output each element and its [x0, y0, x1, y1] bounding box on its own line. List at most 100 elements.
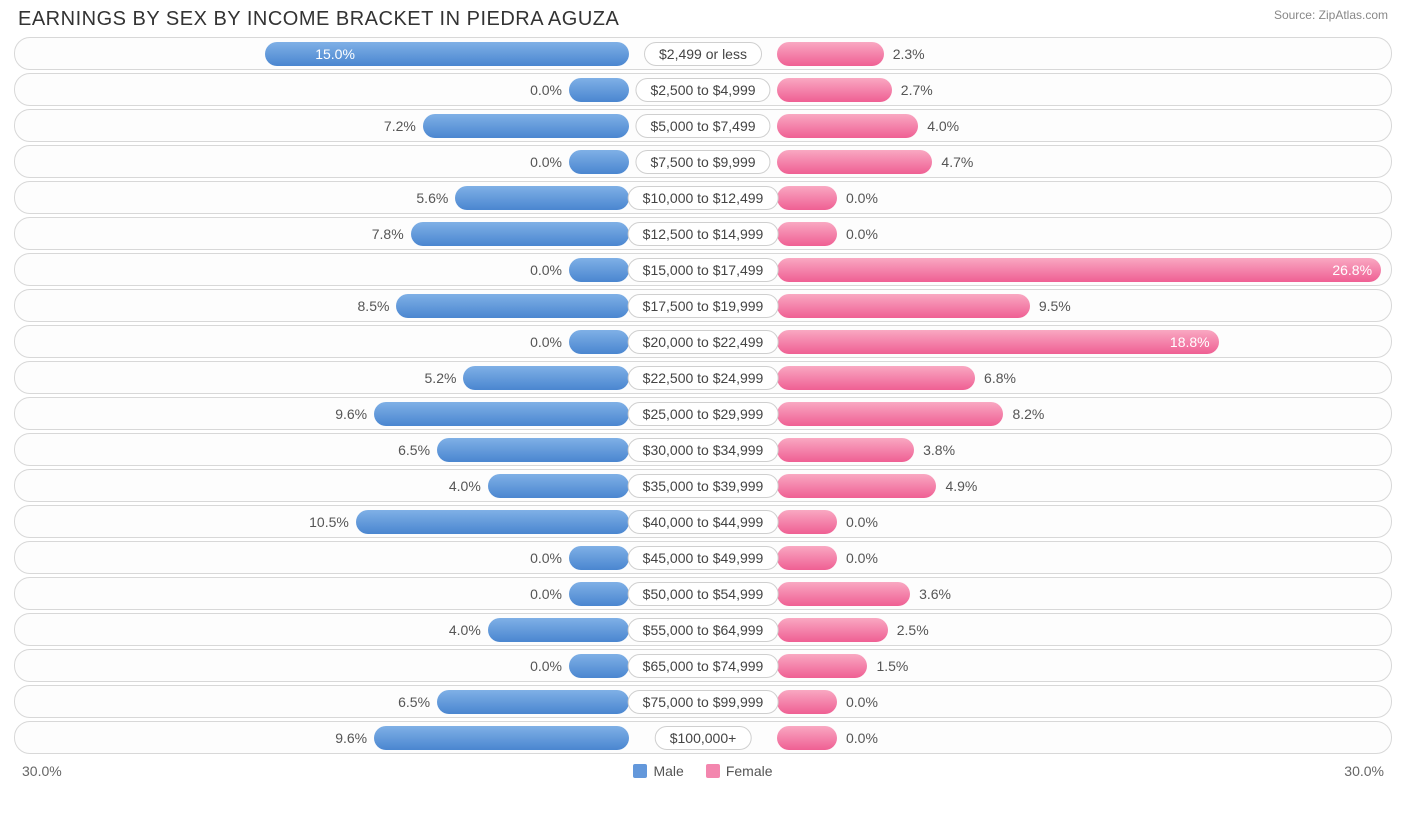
female-bar	[777, 474, 936, 498]
female-bar	[777, 690, 837, 714]
bracket-pill: $22,500 to $24,999	[628, 366, 779, 390]
male-bar	[569, 330, 629, 354]
male-value-label: 8.5%	[358, 298, 390, 314]
chart-row: $55,000 to $64,9994.0%2.5%	[14, 613, 1392, 646]
bracket-pill: $17,500 to $19,999	[628, 294, 779, 318]
female-value-label: 0.0%	[846, 730, 878, 746]
female-value-label: 2.3%	[893, 46, 925, 62]
chart-source: Source: ZipAtlas.com	[1274, 8, 1388, 22]
male-bar	[423, 114, 629, 138]
female-value-label: 1.5%	[876, 658, 908, 674]
male-value-label: 0.0%	[530, 262, 562, 278]
bracket-pill: $75,000 to $99,999	[628, 690, 779, 714]
female-value-label: 0.0%	[846, 190, 878, 206]
female-bar	[777, 186, 837, 210]
bracket-pill: $15,000 to $17,499	[628, 258, 779, 282]
chart-row: $10,000 to $12,499 5.6% 0.0%	[14, 181, 1392, 214]
legend-male: Male	[633, 763, 683, 779]
bracket-pill: $30,000 to $34,999	[628, 438, 779, 462]
bracket-pill: $65,000 to $74,999	[628, 654, 779, 678]
female-value-label: 0.0%	[846, 550, 878, 566]
male-swatch-icon	[633, 764, 647, 778]
male-bar	[437, 438, 629, 462]
male-value-label: 0.0%	[530, 550, 562, 566]
bracket-pill: $2,499 or less	[644, 42, 762, 66]
chart-footer: 30.0% Male Female 30.0%	[0, 757, 1406, 779]
female-value-label: 3.8%	[923, 442, 955, 458]
female-value-label: 0.0%	[846, 514, 878, 530]
male-value-label: 6.5%	[398, 694, 430, 710]
female-value-label: 8.2%	[1012, 406, 1044, 422]
male-value-label: 15.0%	[315, 46, 355, 62]
male-value-label: 7.2%	[384, 118, 416, 134]
female-bar	[777, 618, 888, 642]
bracket-pill: $2,500 to $4,999	[635, 78, 770, 102]
male-bar	[569, 150, 629, 174]
female-value-label: 9.5%	[1039, 298, 1071, 314]
female-value-label: 4.7%	[941, 154, 973, 170]
chart-row: $75,000 to $99,9996.5%0.0%	[14, 685, 1392, 718]
male-bar	[411, 222, 629, 246]
female-bar	[777, 222, 837, 246]
chart-body: $2,499 or less15.0%2.3%$2,500 to $4,9990…	[0, 37, 1406, 754]
bracket-pill: $50,000 to $54,999	[628, 582, 779, 606]
female-bar	[777, 438, 914, 462]
legend-female-label: Female	[726, 763, 773, 779]
female-bar	[777, 582, 910, 606]
female-value-label: 3.6%	[919, 586, 951, 602]
female-bar	[777, 546, 837, 570]
female-value-label: 0.0%	[846, 226, 878, 242]
chart-row: $2,499 or less 15.0% 2.3%	[14, 37, 1392, 70]
female-value-label: 18.8%	[1170, 334, 1210, 350]
male-bar	[569, 258, 629, 282]
male-bar	[569, 546, 629, 570]
male-bar	[569, 582, 629, 606]
male-value-label: 6.5%	[398, 442, 430, 458]
male-bar	[569, 654, 629, 678]
female-value-label: 6.8%	[984, 370, 1016, 386]
male-value-label: 0.0%	[530, 334, 562, 350]
chart-row: $12,500 to $14,9997.8%0.0%	[14, 217, 1392, 250]
chart-row: $15,000 to $17,499 0.0% 26.8%	[14, 253, 1392, 286]
male-bar	[396, 294, 629, 318]
chart-row: $20,000 to $22,499 0.0% 18.8%	[14, 325, 1392, 358]
male-bar	[569, 78, 629, 102]
chart-row: $50,000 to $54,9990.0%3.6%	[14, 577, 1392, 610]
axis-max-left: 30.0%	[22, 763, 62, 779]
chart-row: $100,000+9.6%0.0%	[14, 721, 1392, 754]
female-swatch-icon	[706, 764, 720, 778]
chart-row: $45,000 to $49,999 0.0% 0.0%	[14, 541, 1392, 574]
male-bar	[374, 402, 629, 426]
female-bar	[777, 726, 837, 750]
bracket-pill: $55,000 to $64,999	[628, 618, 779, 642]
male-value-label: 10.5%	[309, 514, 349, 530]
female-value-label: 2.5%	[897, 622, 929, 638]
bracket-pill: $35,000 to $39,999	[628, 474, 779, 498]
chart-row: $65,000 to $74,9990.0%1.5%	[14, 649, 1392, 682]
bracket-pill: $20,000 to $22,499	[628, 330, 779, 354]
female-bar	[777, 510, 837, 534]
bracket-pill: $45,000 to $49,999	[628, 546, 779, 570]
chart-row: $22,500 to $24,9995.2%6.8%	[14, 361, 1392, 394]
male-bar	[374, 726, 629, 750]
chart-row: $2,500 to $4,9990.0%2.7%	[14, 73, 1392, 106]
female-value-label: 26.8%	[1332, 262, 1372, 278]
male-value-label: 0.0%	[530, 154, 562, 170]
female-value-label: 4.9%	[945, 478, 977, 494]
female-bar	[777, 654, 867, 678]
male-bar	[455, 186, 629, 210]
bracket-pill: $12,500 to $14,999	[628, 222, 779, 246]
female-bar	[777, 78, 892, 102]
female-bar	[777, 330, 1219, 354]
chart-row: $17,500 to $19,999 8.5% 9.5%	[14, 289, 1392, 322]
female-bar	[777, 402, 1003, 426]
female-value-label: 2.7%	[901, 82, 933, 98]
male-value-label: 4.0%	[449, 478, 481, 494]
bracket-pill: $7,500 to $9,999	[635, 150, 770, 174]
bracket-pill: $10,000 to $12,499	[628, 186, 779, 210]
axis-max-right: 30.0%	[1344, 763, 1384, 779]
male-value-label: 5.6%	[416, 190, 448, 206]
chart-row: $40,000 to $44,99910.5%0.0%	[14, 505, 1392, 538]
legend-female: Female	[706, 763, 773, 779]
chart-row: $25,000 to $29,9999.6%8.2%	[14, 397, 1392, 430]
